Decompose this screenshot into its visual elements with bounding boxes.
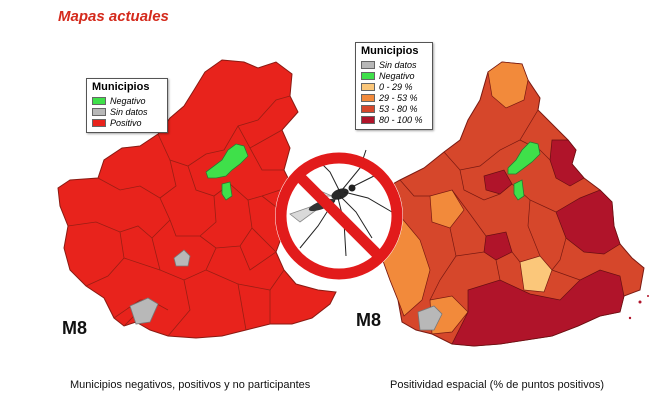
legend-swatch-80-100 <box>361 115 375 124</box>
right-legend-label: Negativo <box>379 70 415 81</box>
left-legend-label: Negativo <box>110 95 146 106</box>
right-legend-label: 29 - 53 % <box>379 92 418 103</box>
right-zone-pale <box>519 255 553 293</box>
left-map <box>57 59 337 339</box>
left-legend-item: Positivo <box>92 117 162 128</box>
right-negativo-zone <box>507 141 541 175</box>
right-sin-datos-zone <box>417 305 443 331</box>
left-map-caption: Municipios negativos, positivos y no par… <box>70 379 311 391</box>
legend-swatch-sin-datos <box>92 107 106 116</box>
right-legend-label: 53 - 80 % <box>379 103 418 114</box>
legend-swatch-positivo <box>92 118 106 127</box>
right-legend-title: Municipios <box>361 45 419 57</box>
right-islands <box>628 295 649 320</box>
right-legend-label: 80 - 100 % <box>379 114 423 125</box>
left-map-label: M8 <box>62 318 88 338</box>
left-negativo-zone-2 <box>221 181 233 201</box>
right-map-label: M8 <box>356 310 382 330</box>
right-legend-label: Sin datos <box>379 59 417 70</box>
right-legend-item: 53 - 80 % <box>361 103 427 114</box>
right-legend-item: 29 - 53 % <box>361 92 427 103</box>
left-sin-datos-zone <box>173 249 191 267</box>
right-zone-orange-mid <box>429 189 465 229</box>
section-title: Mapas actuales <box>58 8 169 25</box>
left-legend-item: Negativo <box>92 95 162 106</box>
legend-swatch-sin-datos <box>361 60 375 69</box>
right-map-caption: Positividad espacial (% de puntos positi… <box>390 379 605 391</box>
right-map <box>371 61 649 347</box>
right-map-legend: Municipios Sin datos Negativo 0 - 29 % 2… <box>355 42 433 130</box>
legend-swatch-29-53 <box>361 93 375 102</box>
legend-swatch-negativo <box>361 71 375 80</box>
left-map-borders <box>67 95 297 337</box>
legend-swatch-53-80 <box>361 104 375 113</box>
right-zone-dark-west <box>483 231 513 261</box>
left-legend-title: Municipios <box>92 81 150 93</box>
left-negativo-zone <box>205 143 249 179</box>
left-legend-label: Sin datos <box>110 106 148 117</box>
left-sin-datos-zone-2 <box>129 297 159 325</box>
right-zone-dark-east <box>555 189 621 255</box>
left-map-legend: Municipios Negativo Sin datos Positivo <box>86 78 168 133</box>
legend-swatch-0-29 <box>361 82 375 91</box>
right-legend-item: 0 - 29 % <box>361 81 427 92</box>
right-zone-orange-north <box>487 61 529 109</box>
right-zone-dark-center <box>483 169 513 195</box>
no-mosquito-icon <box>275 149 403 280</box>
legend-swatch-negativo <box>92 96 106 105</box>
right-zone-dark-south <box>451 269 625 347</box>
right-legend-item: 80 - 100 % <box>361 114 427 125</box>
right-map-borders <box>399 109 581 301</box>
right-negativo-zone-2 <box>513 179 525 201</box>
left-legend-item: Sin datos <box>92 106 162 117</box>
right-legend-item: Negativo <box>361 70 427 81</box>
right-zone-dark-ne <box>549 139 585 187</box>
right-legend-item: Sin datos <box>361 59 427 70</box>
right-legend-label: 0 - 29 % <box>379 81 413 92</box>
left-legend-label: Positivo <box>110 117 142 128</box>
